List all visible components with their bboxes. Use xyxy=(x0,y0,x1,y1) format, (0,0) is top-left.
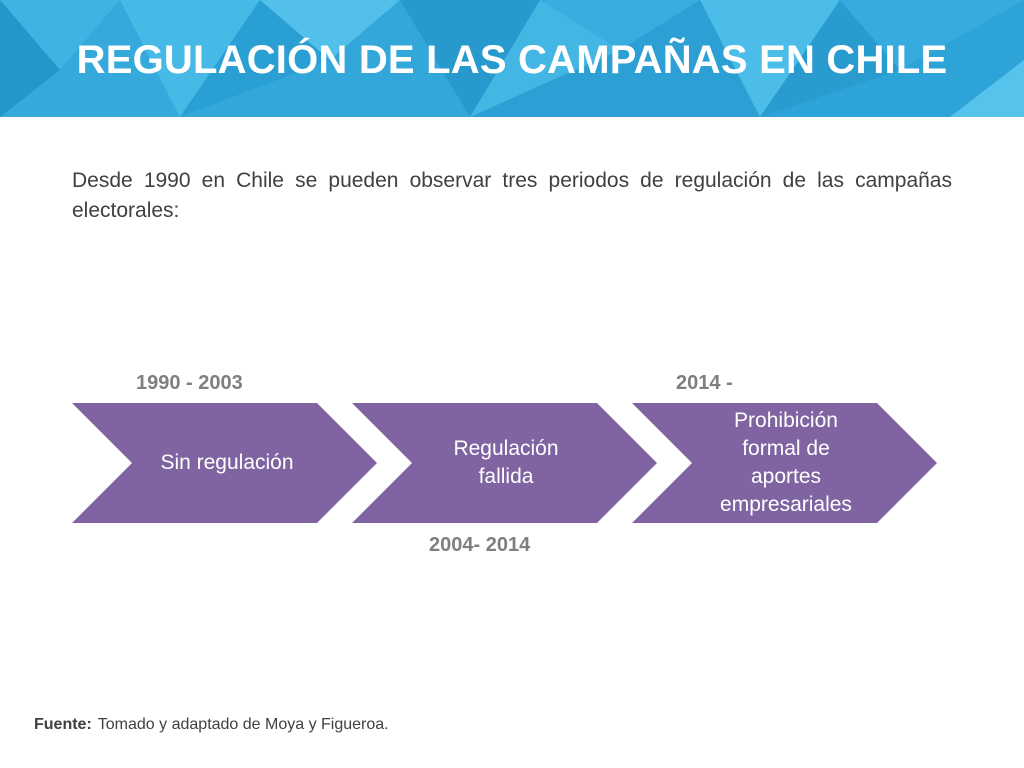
chevron-3 xyxy=(632,403,937,523)
chevron-2-label: Regulación fallida xyxy=(418,403,594,523)
chevron-1-label: Sin regulación xyxy=(160,451,294,474)
source-label: Fuente: xyxy=(34,716,92,733)
period-years-1: 1990 - 2003 xyxy=(136,372,243,394)
chevron-2 xyxy=(352,403,657,523)
header-pattern xyxy=(0,0,1024,117)
intro-paragraph: Desde 1990 en Chile se pueden observar t… xyxy=(72,169,952,222)
chevron-2-label-text: Regulación fallida xyxy=(453,437,559,488)
slide-title: REGULACIÓN DE LAS CAMPAÑAS EN CHILE xyxy=(76,38,948,82)
header-banner: REGULACIÓN DE LAS CAMPAÑAS EN CHILE xyxy=(0,0,1024,117)
chevron-3-label: Prohibición formal de aportes empresaria… xyxy=(698,403,874,523)
period-years-3: 2014 - xyxy=(676,372,733,394)
chevron-3-label-text: Prohibición formal de aportes empresaria… xyxy=(720,409,852,516)
chevron-1 xyxy=(72,403,377,523)
source-note: Fuente: Tomado y adaptado de Moya y Figue… xyxy=(34,714,389,736)
source-text: Tomado y adaptado de Moya y Figueroa. xyxy=(97,716,389,733)
period-years-2: 2004- 2014 xyxy=(429,534,531,556)
